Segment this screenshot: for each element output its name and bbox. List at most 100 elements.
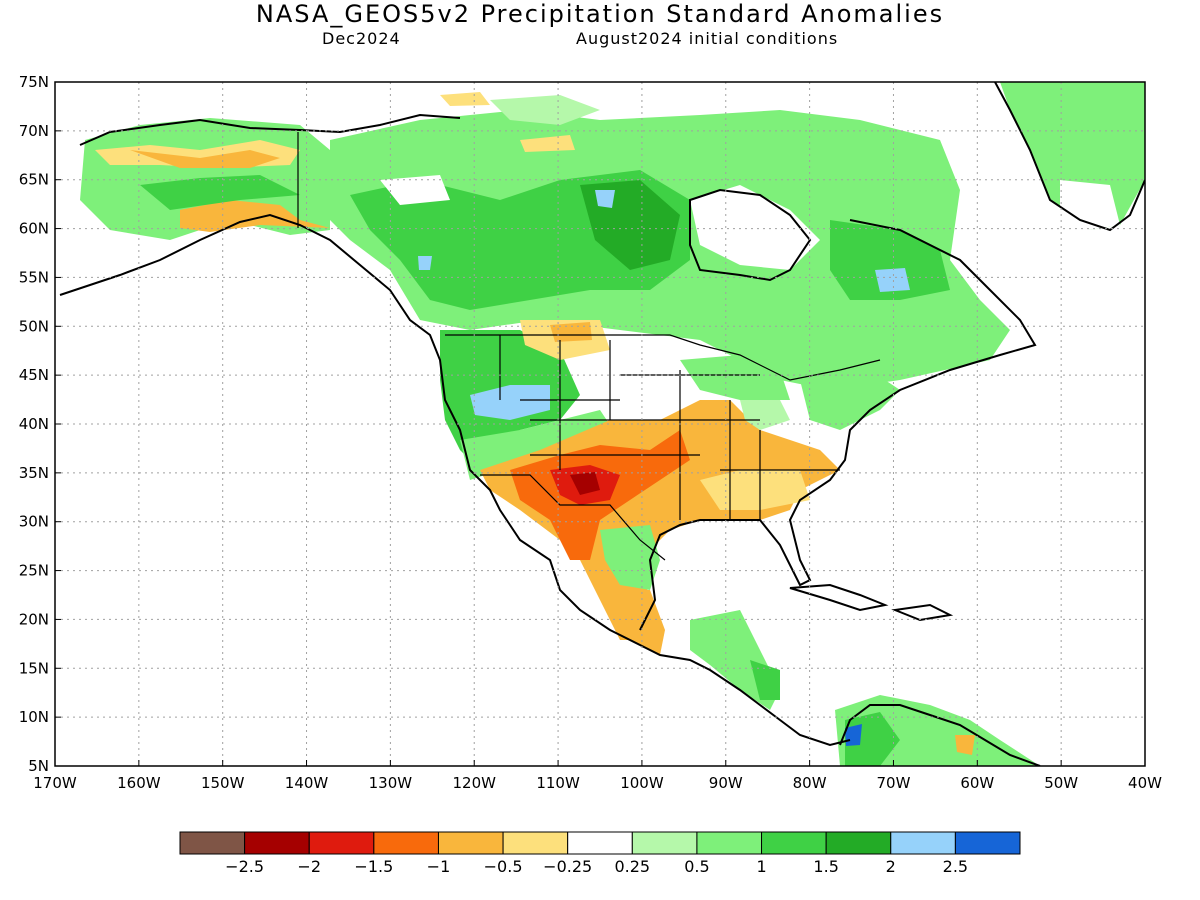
colorbar-label: −1.5 [354, 857, 393, 876]
lat-label: 50N [19, 317, 49, 335]
lat-label: 75N [19, 73, 49, 91]
anomaly-region [140, 175, 300, 210]
border-us-canada [445, 334, 881, 381]
anomaly-region [690, 185, 820, 270]
anomaly-region [490, 95, 600, 125]
lat-label: 10N [19, 708, 49, 726]
coastline-greenland [994, 82, 1145, 232]
colorbar-label: −0.25 [543, 857, 592, 876]
colorbar-label: 1.5 [813, 857, 838, 876]
anomaly-region [610, 340, 700, 400]
coastline-cuba [789, 583, 889, 612]
coastlines [59, 82, 1145, 766]
lon-label: 90W [709, 774, 743, 792]
coastline-hudson-bay [689, 188, 812, 282]
colorbar-swatch [696, 831, 763, 855]
lat-label: 65N [19, 171, 49, 189]
lat-label: 5N [28, 757, 49, 775]
lon-label: 70W [877, 774, 911, 792]
plot-area [59, 82, 1145, 766]
anomaly-region [380, 175, 450, 205]
colorbar-label: 0.5 [684, 857, 709, 876]
coastline-hispaniola [891, 603, 954, 622]
anomaly-region [800, 370, 900, 430]
lon-label: 60W [960, 774, 994, 792]
lon-label: 80W [793, 774, 827, 792]
colorbar-label: −1 [427, 857, 451, 876]
colorbar-swatch [954, 831, 1021, 855]
colorbar [179, 831, 1021, 855]
lat-label: 35N [19, 464, 49, 482]
lon-label: 120W [452, 774, 496, 792]
lat-label: 20N [19, 610, 49, 628]
anomaly-region [470, 385, 550, 420]
latitude-labels: 75N 70N 65N 60N 55N 50N 45N 40N 35N 30N 25N 20N 15N 1… [19, 73, 49, 775]
anomaly-region [570, 472, 600, 495]
colorbar-swatch [631, 831, 698, 855]
anomaly-region [600, 525, 660, 590]
colorbar-swatch [244, 831, 310, 855]
coastline-arctic [79, 113, 461, 146]
colorbar-label: −2.5 [225, 857, 264, 876]
colorbar-swatch [825, 831, 892, 855]
anomaly-region [440, 92, 490, 106]
anomaly-region [180, 200, 330, 232]
colorbar-label: 2.5 [943, 857, 968, 876]
lon-label: 50W [1044, 774, 1078, 792]
coastline-south-america [839, 704, 1041, 766]
lon-label: 40W [1128, 774, 1162, 792]
lon-label: 100W [620, 774, 664, 792]
colorbar-swatch [761, 831, 827, 855]
anomaly-region [460, 410, 620, 480]
colorbar-swatch [308, 831, 375, 855]
anomaly-region [750, 660, 780, 700]
lon-label: 150W [201, 774, 245, 792]
initial-conditions: August2024 initial conditions [576, 29, 839, 48]
axis-ticks [54, 81, 1146, 767]
anomaly-region [700, 470, 810, 510]
colorbar-swatch [502, 831, 569, 855]
grid-lines [55, 82, 1145, 766]
lon-label: 130W [369, 774, 413, 792]
lon-label: 140W [285, 774, 329, 792]
colorbar-label: −0.5 [484, 857, 523, 876]
lon-label: 160W [117, 774, 161, 792]
colorbar-swatch [437, 831, 504, 855]
anomaly-region [520, 135, 575, 152]
coastline-alaska [59, 213, 851, 747]
anomaly-region [600, 590, 665, 655]
political-borders [297, 132, 881, 561]
lat-label: 45N [19, 366, 49, 384]
map-title: NASA_GEOS5v2 Precipitation Standard Anom… [255, 0, 945, 28]
lat-label: 30N [19, 513, 49, 531]
lat-label: 60N [19, 220, 49, 238]
colorbar-swatch [179, 831, 246, 855]
lat-label: 55N [19, 268, 49, 286]
anomaly-region [740, 400, 790, 430]
border-us-mexico [480, 474, 666, 561]
colorbar-swatch [567, 831, 633, 855]
lon-label: 170W [33, 774, 77, 792]
longitude-labels: 170W 160W 150W 140W 130W 120W 110W 100W 90W 80W 70… [33, 774, 1162, 792]
colorbar-label: 2 [886, 857, 896, 876]
coastline-east [639, 219, 1037, 631]
lat-label: 40N [19, 415, 49, 433]
colorbar-labels: −2.5 −2 −1.5 −1 −0.5 −0.25 0.25 0.5 1 1.5 2 2.5 [225, 857, 968, 876]
lat-label: 15N [19, 659, 49, 677]
lat-label: 70N [19, 122, 49, 140]
lon-label: 110W [536, 774, 580, 792]
forecast-month: Dec2024 [322, 29, 401, 48]
anomaly-region [875, 268, 910, 292]
anomaly-region [955, 735, 975, 755]
anomaly-region [418, 256, 432, 270]
colorbar-label: 0.25 [614, 857, 650, 876]
colorbar-swatch [373, 831, 439, 855]
colorbar-label: 1 [756, 857, 766, 876]
anomaly-region [550, 322, 592, 342]
colorbar-label: −2 [297, 857, 321, 876]
colorbar-swatch [890, 831, 956, 855]
state-lines [499, 335, 840, 520]
lat-label: 25N [19, 562, 49, 580]
anomaly-region [595, 190, 615, 208]
